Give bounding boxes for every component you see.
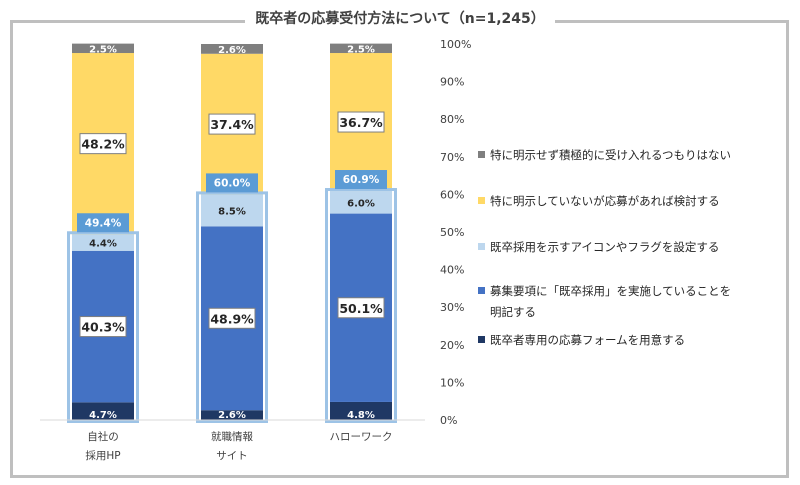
- legend-label: 特に明示せず積極的に受け入れるつもりはない: [490, 148, 732, 162]
- legend-label: 明記する: [490, 305, 536, 319]
- total-highlight-box: [67, 231, 139, 423]
- legend-swatch: [478, 151, 485, 158]
- legend-swatch: [478, 197, 485, 204]
- data-label-box: [337, 297, 385, 319]
- data-label: 4.4%: [89, 239, 117, 250]
- y-tick-label: 70%: [440, 151, 464, 164]
- bar-segment: [201, 410, 263, 420]
- legend-line: 特に明示していないが応募があれば検討する: [478, 191, 788, 212]
- total-label-box: [77, 213, 129, 233]
- bar-segment: [72, 43, 134, 54]
- bar-segment: [201, 44, 263, 54]
- legend-line: 募集要項に「既卒採用」を実施していることを: [478, 281, 788, 302]
- data-label: 8.5%: [218, 206, 246, 217]
- y-tick-label: 50%: [440, 226, 464, 239]
- data-label: 37.4%: [210, 117, 254, 132]
- data-label: 36.7%: [339, 115, 383, 130]
- bar-segment: [330, 43, 392, 54]
- data-label: 50.1%: [339, 301, 383, 316]
- chart-title: 既卒者の応募受付方法について（n=1,245）: [245, 11, 555, 27]
- legend-label: 募集要項に「既卒採用」を実施していることを: [490, 284, 732, 298]
- data-label: 2.6%: [218, 45, 246, 56]
- legend-item: 募集要項に「既卒採用」を実施していることを 明記する: [478, 281, 788, 323]
- total-highlight-box: [325, 188, 397, 423]
- legend-label: 既卒者専用の応募フォームを用意する: [490, 333, 686, 347]
- data-label: 40.3%: [81, 320, 125, 335]
- y-tick-label: 80%: [440, 113, 464, 126]
- category-label: ハローワーク: [321, 428, 401, 447]
- legend-line: 既卒採用を示すアイコンやフラグを設定する: [478, 237, 788, 258]
- chart-title-wrap: 既卒者の応募受付方法について（n=1,245）: [0, 8, 800, 28]
- legend-item: 特に明示せず積極的に受け入れるつもりはない: [478, 145, 788, 166]
- legend-line: 明記する: [478, 302, 788, 323]
- total-label-box: [206, 173, 258, 193]
- y-tick-label: 60%: [440, 188, 464, 201]
- category-label-line: 就職情報: [211, 431, 253, 443]
- category-label: 就職情報 サイト: [192, 428, 272, 466]
- legend-line: 特に明示せず積極的に受け入れるつもりはない: [478, 145, 788, 166]
- bar-segment: [72, 234, 134, 251]
- category-label-line: 採用HP: [85, 450, 121, 462]
- data-label-box: [208, 113, 256, 135]
- y-tick-label: 40%: [440, 264, 464, 277]
- data-label: 48.9%: [210, 311, 254, 326]
- total-label: 60.9%: [343, 174, 380, 186]
- legend-swatch: [478, 336, 485, 343]
- data-label: 6.0%: [347, 198, 375, 209]
- category-label-line: 自社の: [87, 431, 119, 443]
- legend-label: 既卒採用を示すアイコンやフラグを設定する: [490, 240, 720, 254]
- legend-item: 既卒採用を示すアイコンやフラグを設定する: [478, 237, 788, 258]
- y-tick-label: 100%: [440, 38, 471, 51]
- data-label: 4.7%: [89, 410, 117, 421]
- data-label: 2.6%: [218, 410, 246, 421]
- data-label: 48.2%: [81, 137, 125, 152]
- bar-segment: [72, 402, 134, 420]
- legend-swatch: [478, 243, 485, 250]
- category-label-line: サイト: [216, 450, 248, 462]
- data-label-box: [79, 316, 127, 338]
- bar-segment: [330, 191, 392, 214]
- category-label-line: ハローワーク: [329, 431, 393, 443]
- y-tick-label: 0%: [440, 414, 457, 427]
- data-label: 2.5%: [89, 44, 117, 55]
- legend-swatch: [478, 287, 485, 294]
- y-tick-label: 10%: [440, 376, 464, 389]
- data-label-box: [337, 111, 385, 133]
- y-tick-label: 20%: [440, 339, 464, 352]
- total-highlight-box: [196, 191, 268, 423]
- y-tick-label: 90%: [440, 76, 464, 89]
- bar-segment: [201, 194, 263, 227]
- data-label-box: [208, 307, 256, 329]
- legend-label: 特に明示していないが応募があれば検討する: [490, 194, 720, 208]
- legend-line: 既卒者専用の応募フォームを用意する: [478, 330, 788, 351]
- total-label: 49.4%: [85, 217, 122, 229]
- legend-item: 特に明示していないが応募があれば検討する: [478, 191, 788, 212]
- data-label: 2.5%: [347, 44, 375, 55]
- data-label-box: [79, 133, 127, 155]
- bar-segment: [330, 401, 392, 420]
- data-label: 4.8%: [347, 410, 375, 421]
- total-label: 60.0%: [214, 177, 251, 189]
- y-tick-label: 30%: [440, 301, 464, 314]
- category-label: 自社の採用HP: [63, 428, 143, 466]
- total-label-box: [335, 170, 387, 190]
- legend-item: 既卒者専用の応募フォームを用意する: [478, 330, 788, 351]
